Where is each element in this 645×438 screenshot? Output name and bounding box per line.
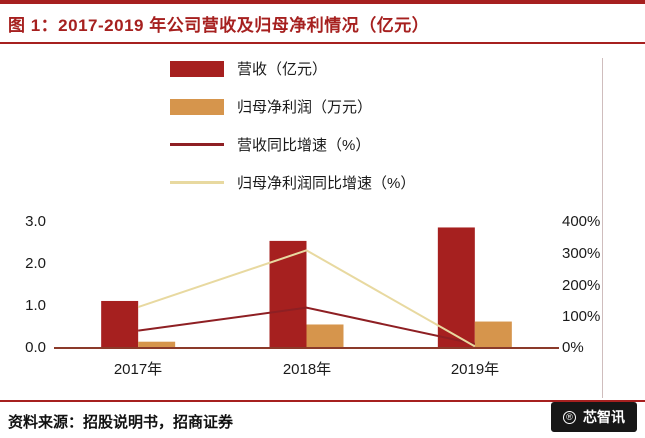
legend-label: 营收（亿元） <box>237 61 328 78</box>
registered-mark-icon: ® <box>563 410 576 424</box>
left-axis-tick: 2.0 <box>25 255 46 272</box>
chart-plot <box>54 227 559 349</box>
legend-swatch-revenue-growth-line <box>170 143 224 146</box>
footer: 资料来源：招股说明书，招商证券 ® 芯智讯 <box>0 400 645 438</box>
legend-label: 归母净利润（万元） <box>237 99 373 116</box>
bar-series-1-cat-2 <box>474 321 512 348</box>
right-axis-tick: 400% <box>562 213 601 230</box>
right-axis-tick: 100% <box>562 308 601 325</box>
bar-series-1-cat-1 <box>306 324 344 348</box>
legend-label: 营收同比增速（%） <box>237 137 371 154</box>
right-axis-tick: 200% <box>562 277 601 294</box>
chart-legend: 营收（亿元） 归母净利润（万元） 营收同比增速（%） 归母净利润同比增速（%） <box>170 58 645 193</box>
legend-label: 归母净利润同比增速（%） <box>237 175 416 192</box>
legend-item-net-profit-growth: 归母净利润同比增速（%） <box>170 172 645 193</box>
chart: 3.0 2.0 1.0 0.0 400% 300% 200% 100% 0% 2… <box>0 210 645 386</box>
legend-item-revenue-growth: 营收同比增速（%） <box>170 134 645 155</box>
brand-logo: ® 芯智讯 <box>551 402 637 432</box>
left-axis-tick: 1.0 <box>25 297 46 314</box>
bar-series-0-cat-0 <box>101 300 139 348</box>
line-series-3 <box>137 249 476 348</box>
x-axis-label: 2019年 <box>450 361 500 378</box>
figure-title: 图 1：2017-2019 年公司营收及归母净利情况（亿元） <box>8 16 430 35</box>
watermark-divider-line <box>602 58 603 398</box>
right-axis-tick: 0% <box>562 339 584 356</box>
bar-series-0-cat-2 <box>437 227 475 348</box>
bar-series-0-cat-1 <box>269 240 307 348</box>
x-axis-label: 2017年 <box>113 361 163 378</box>
legend-swatch-revenue-bar <box>170 60 224 77</box>
left-axis-tick: 3.0 <box>25 213 46 230</box>
legend-swatch-net-profit-bar <box>170 98 224 115</box>
legend-item-net-profit: 归母净利润（万元） <box>170 96 645 117</box>
legend-swatch-net-profit-growth-line <box>170 181 224 184</box>
bar-series-1-cat-0 <box>138 341 176 348</box>
x-axis-label: 2018年 <box>282 361 332 378</box>
left-axis-tick: 0.0 <box>25 339 46 356</box>
figure-title-bar: 图 1：2017-2019 年公司营收及归母净利情况（亿元） <box>0 0 645 44</box>
line-series-2 <box>138 306 476 345</box>
legend-item-revenue: 营收（亿元） <box>170 58 645 79</box>
brand-name: 芯智讯 <box>583 409 625 425</box>
source-note: 资料来源：招股说明书，招商证券 <box>8 414 234 431</box>
right-axis-tick: 300% <box>562 245 601 262</box>
